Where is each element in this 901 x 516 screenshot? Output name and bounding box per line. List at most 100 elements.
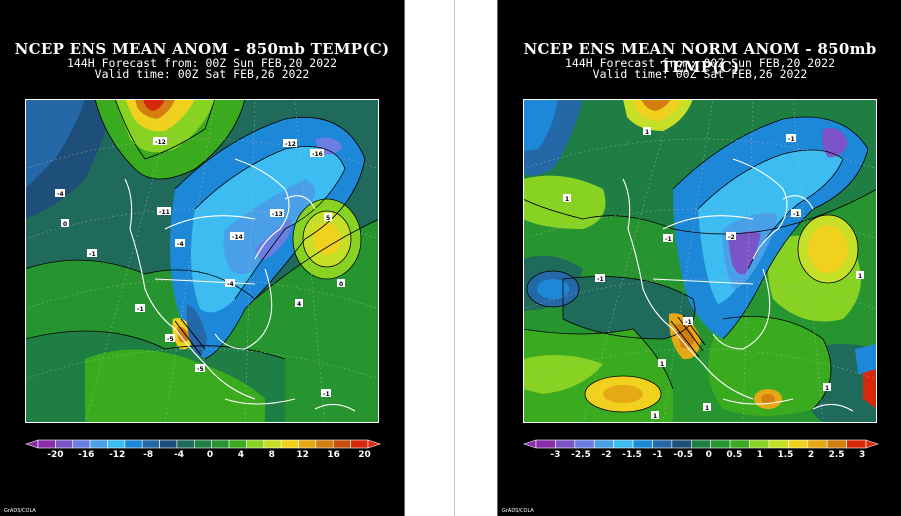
legend-swatch <box>555 439 576 449</box>
contour-label: -2 <box>726 232 736 241</box>
contour-label: -5 <box>165 334 175 343</box>
contour-label: -14 <box>230 232 244 241</box>
legend-tick-label: 20 <box>358 450 371 460</box>
svg-text:-14: -14 <box>232 234 243 241</box>
legend-tick-label: 0 <box>207 450 213 460</box>
legend-swatch <box>141 439 160 449</box>
legend-arrow-high <box>865 439 879 449</box>
right-valid-line: Valid time: 00Z Sat FEB,26 2022 <box>592 67 808 81</box>
right-forecast-line: 144H Forecast from: 00Z Sun FEB,20 2022 <box>564 56 836 70</box>
svg-text:-1: -1 <box>685 319 692 326</box>
legend-swatch <box>652 439 673 449</box>
contour-label: 0 <box>337 279 345 288</box>
svg-text:-12: -12 <box>285 141 296 148</box>
legend-swatch <box>280 439 299 449</box>
legend-swatch <box>632 439 653 449</box>
legend-swatch <box>194 439 212 449</box>
legend-swatch <box>246 439 265 449</box>
legend-tick-label: 0 <box>706 450 712 460</box>
contour-label: -1 <box>321 389 331 398</box>
svg-text:-16: -16 <box>312 151 323 158</box>
legend-swatch <box>593 439 614 449</box>
legend-swatch <box>574 439 595 449</box>
legend-swatch <box>332 439 351 449</box>
legend-swatch <box>315 439 334 449</box>
contour-label: -1 <box>791 209 801 218</box>
right-panel: NCEP ENS MEAN NORM ANOM - 850mb TEMP(C) … <box>497 0 901 516</box>
svg-text:0: 0 <box>63 221 67 228</box>
svg-text:-1: -1 <box>137 306 144 313</box>
svg-text:-4: -4 <box>227 281 234 288</box>
contour-label: 1 <box>563 194 571 203</box>
legend-arrow-low <box>523 439 537 449</box>
legend-swatch <box>72 439 91 449</box>
legend-tick-label: -2.5 <box>571 450 591 460</box>
legend-swatch <box>807 439 828 449</box>
legend-tick-label: 0.5 <box>726 450 742 460</box>
right-color-legend: -3 -2.5 -2 -1.5 -1 -0.5 0 0.5 1 1.5 2 2.5 3 <box>523 439 879 460</box>
svg-text:-5: -5 <box>197 366 204 373</box>
legend-tick-label: 1 <box>757 450 763 460</box>
svg-text:-4: -4 <box>57 191 64 198</box>
svg-text:1: 1 <box>825 385 829 392</box>
right-credit: GrADS/COLA <box>502 508 534 514</box>
legend-swatch <box>107 439 126 449</box>
svg-text:-1: -1 <box>89 251 96 258</box>
divider-line <box>454 0 455 516</box>
contour-label: 1 <box>823 383 831 392</box>
legend-swatch <box>826 439 847 449</box>
contour-label: -1 <box>135 304 145 313</box>
svg-text:-12: -12 <box>155 139 166 146</box>
svg-text:-1: -1 <box>597 276 604 283</box>
legend-tick-label: 2.5 <box>829 450 845 460</box>
legend-swatch <box>176 439 195 449</box>
legend-swatch <box>768 439 789 449</box>
svg-text:1: 1 <box>705 405 709 412</box>
legend-swatch <box>690 439 712 449</box>
contour-label: 1 <box>856 271 864 280</box>
left-forecast-line: 144H Forecast from: 00Z Sun FEB,20 2022 <box>66 56 338 70</box>
legend-swatch <box>846 439 867 449</box>
svg-text:1: 1 <box>565 196 569 203</box>
legend-tick-label: 8 <box>269 450 275 460</box>
contour-label: 5 <box>324 213 332 222</box>
contour-label: -4 <box>225 279 235 288</box>
legend-tick-label: -1.5 <box>622 450 642 460</box>
contour-label: -4 <box>175 239 185 248</box>
legend-tick-label: -16 <box>78 450 94 460</box>
legend-swatch <box>298 439 317 449</box>
left-valid-line: Valid time: 00Z Sat FEB,26 2022 <box>94 67 310 81</box>
svg-text:-1: -1 <box>665 236 672 243</box>
legend-swatch <box>729 439 750 449</box>
contour-label: 1 <box>651 411 659 420</box>
legend-swatch <box>535 439 556 449</box>
legend-tick-label: -12 <box>109 450 125 460</box>
contour-label: 1 <box>703 403 711 412</box>
legend-swatch <box>749 439 770 449</box>
legend-tick-label: -0.5 <box>673 450 693 460</box>
left-anomaly-map: -12 -12 -16 -13 -14 -11 5 -4 -4 -1 -5 -5… <box>25 99 379 423</box>
legend-tick-label: 12 <box>296 450 309 460</box>
legend-swatch <box>124 439 143 449</box>
svg-text:4: 4 <box>297 301 301 308</box>
svg-text:1: 1 <box>660 361 664 368</box>
contour-label: -13 <box>270 209 284 218</box>
legend-tick-label: -20 <box>47 450 63 460</box>
left-color-legend: -20 -16 -12 -8 -4 0 4 8 12 16 20 <box>25 439 381 460</box>
legend-swatch <box>613 439 634 449</box>
legend-tick-label: 1.5 <box>777 450 793 460</box>
left-title: NCEP ENS MEAN ANOM - 850mb TEMP(C) <box>14 40 390 58</box>
contour-label: -12 <box>153 137 167 146</box>
legend-tick-label: -3 <box>550 450 560 460</box>
legend-tick-label: 2 <box>808 450 814 460</box>
contour-label: -4 <box>55 189 65 198</box>
svg-text:0: 0 <box>339 281 343 288</box>
legend-arrow-low <box>25 439 39 449</box>
legend-swatch <box>788 439 809 449</box>
contour-label: -1 <box>683 317 693 326</box>
svg-text:-4: -4 <box>177 241 184 248</box>
legend-tick-label: 3 <box>859 450 865 460</box>
svg-text:-1: -1 <box>793 211 800 218</box>
contour-label: -11 <box>157 207 171 216</box>
svg-text:-5: -5 <box>167 336 174 343</box>
